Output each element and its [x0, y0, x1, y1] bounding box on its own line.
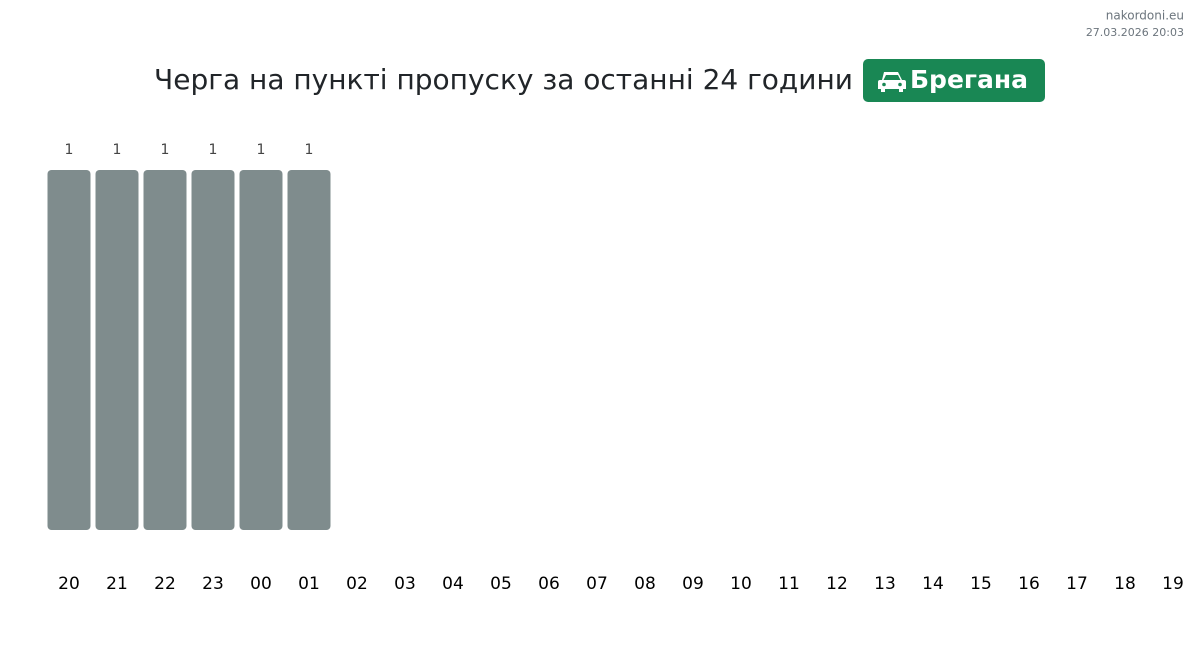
x-tick-label: 12 — [826, 574, 848, 594]
x-tick-label: 23 — [202, 574, 224, 594]
value-label: 1 — [113, 142, 122, 158]
bar — [95, 170, 139, 530]
value-label: 1 — [161, 142, 170, 158]
x-tick-label: 17 — [1066, 574, 1088, 594]
x-tick-label: 15 — [970, 574, 992, 594]
value-label: 1 — [305, 142, 314, 158]
timestamp: 27.03.2026 20:03 — [1086, 26, 1184, 39]
x-tick-label: 08 — [634, 574, 656, 594]
x-tick-label: 00 — [250, 574, 272, 594]
x-tick-label: 18 — [1114, 574, 1136, 594]
x-tick-label: 20 — [58, 574, 80, 594]
x-tick-label: 21 — [106, 574, 128, 594]
x-tick-label: 22 — [154, 574, 176, 594]
x-tick-label: 06 — [538, 574, 560, 594]
site-name: nakordoni.eu — [1106, 9, 1184, 23]
value-label: 1 — [257, 142, 266, 158]
bar — [47, 170, 91, 530]
x-tick-label: 04 — [442, 574, 464, 594]
chart-title: Черга на пункті пропуску за останні 24 г… — [154, 63, 853, 96]
badge-label: Брегана — [910, 65, 1028, 94]
x-tick-label: 03 — [394, 574, 416, 594]
x-tick-label: 09 — [682, 574, 704, 594]
bar — [287, 170, 331, 530]
x-tick-label: 16 — [1018, 574, 1040, 594]
car-icon — [878, 72, 906, 92]
bar — [143, 170, 187, 530]
x-tick-label: 07 — [586, 574, 608, 594]
x-tick-label: 14 — [922, 574, 944, 594]
x-tick-label: 13 — [874, 574, 896, 594]
x-tick-label: 10 — [730, 574, 752, 594]
x-tick-label: 19 — [1162, 574, 1184, 594]
bar — [191, 170, 235, 530]
x-tick-label: 01 — [298, 574, 320, 594]
badge — [863, 59, 1045, 102]
value-label: 1 — [209, 142, 218, 158]
x-tick-label: 05 — [490, 574, 512, 594]
x-tick-label: 11 — [778, 574, 800, 594]
value-label: 1 — [65, 142, 74, 158]
bar — [239, 170, 283, 530]
x-tick-label: 02 — [346, 574, 368, 594]
